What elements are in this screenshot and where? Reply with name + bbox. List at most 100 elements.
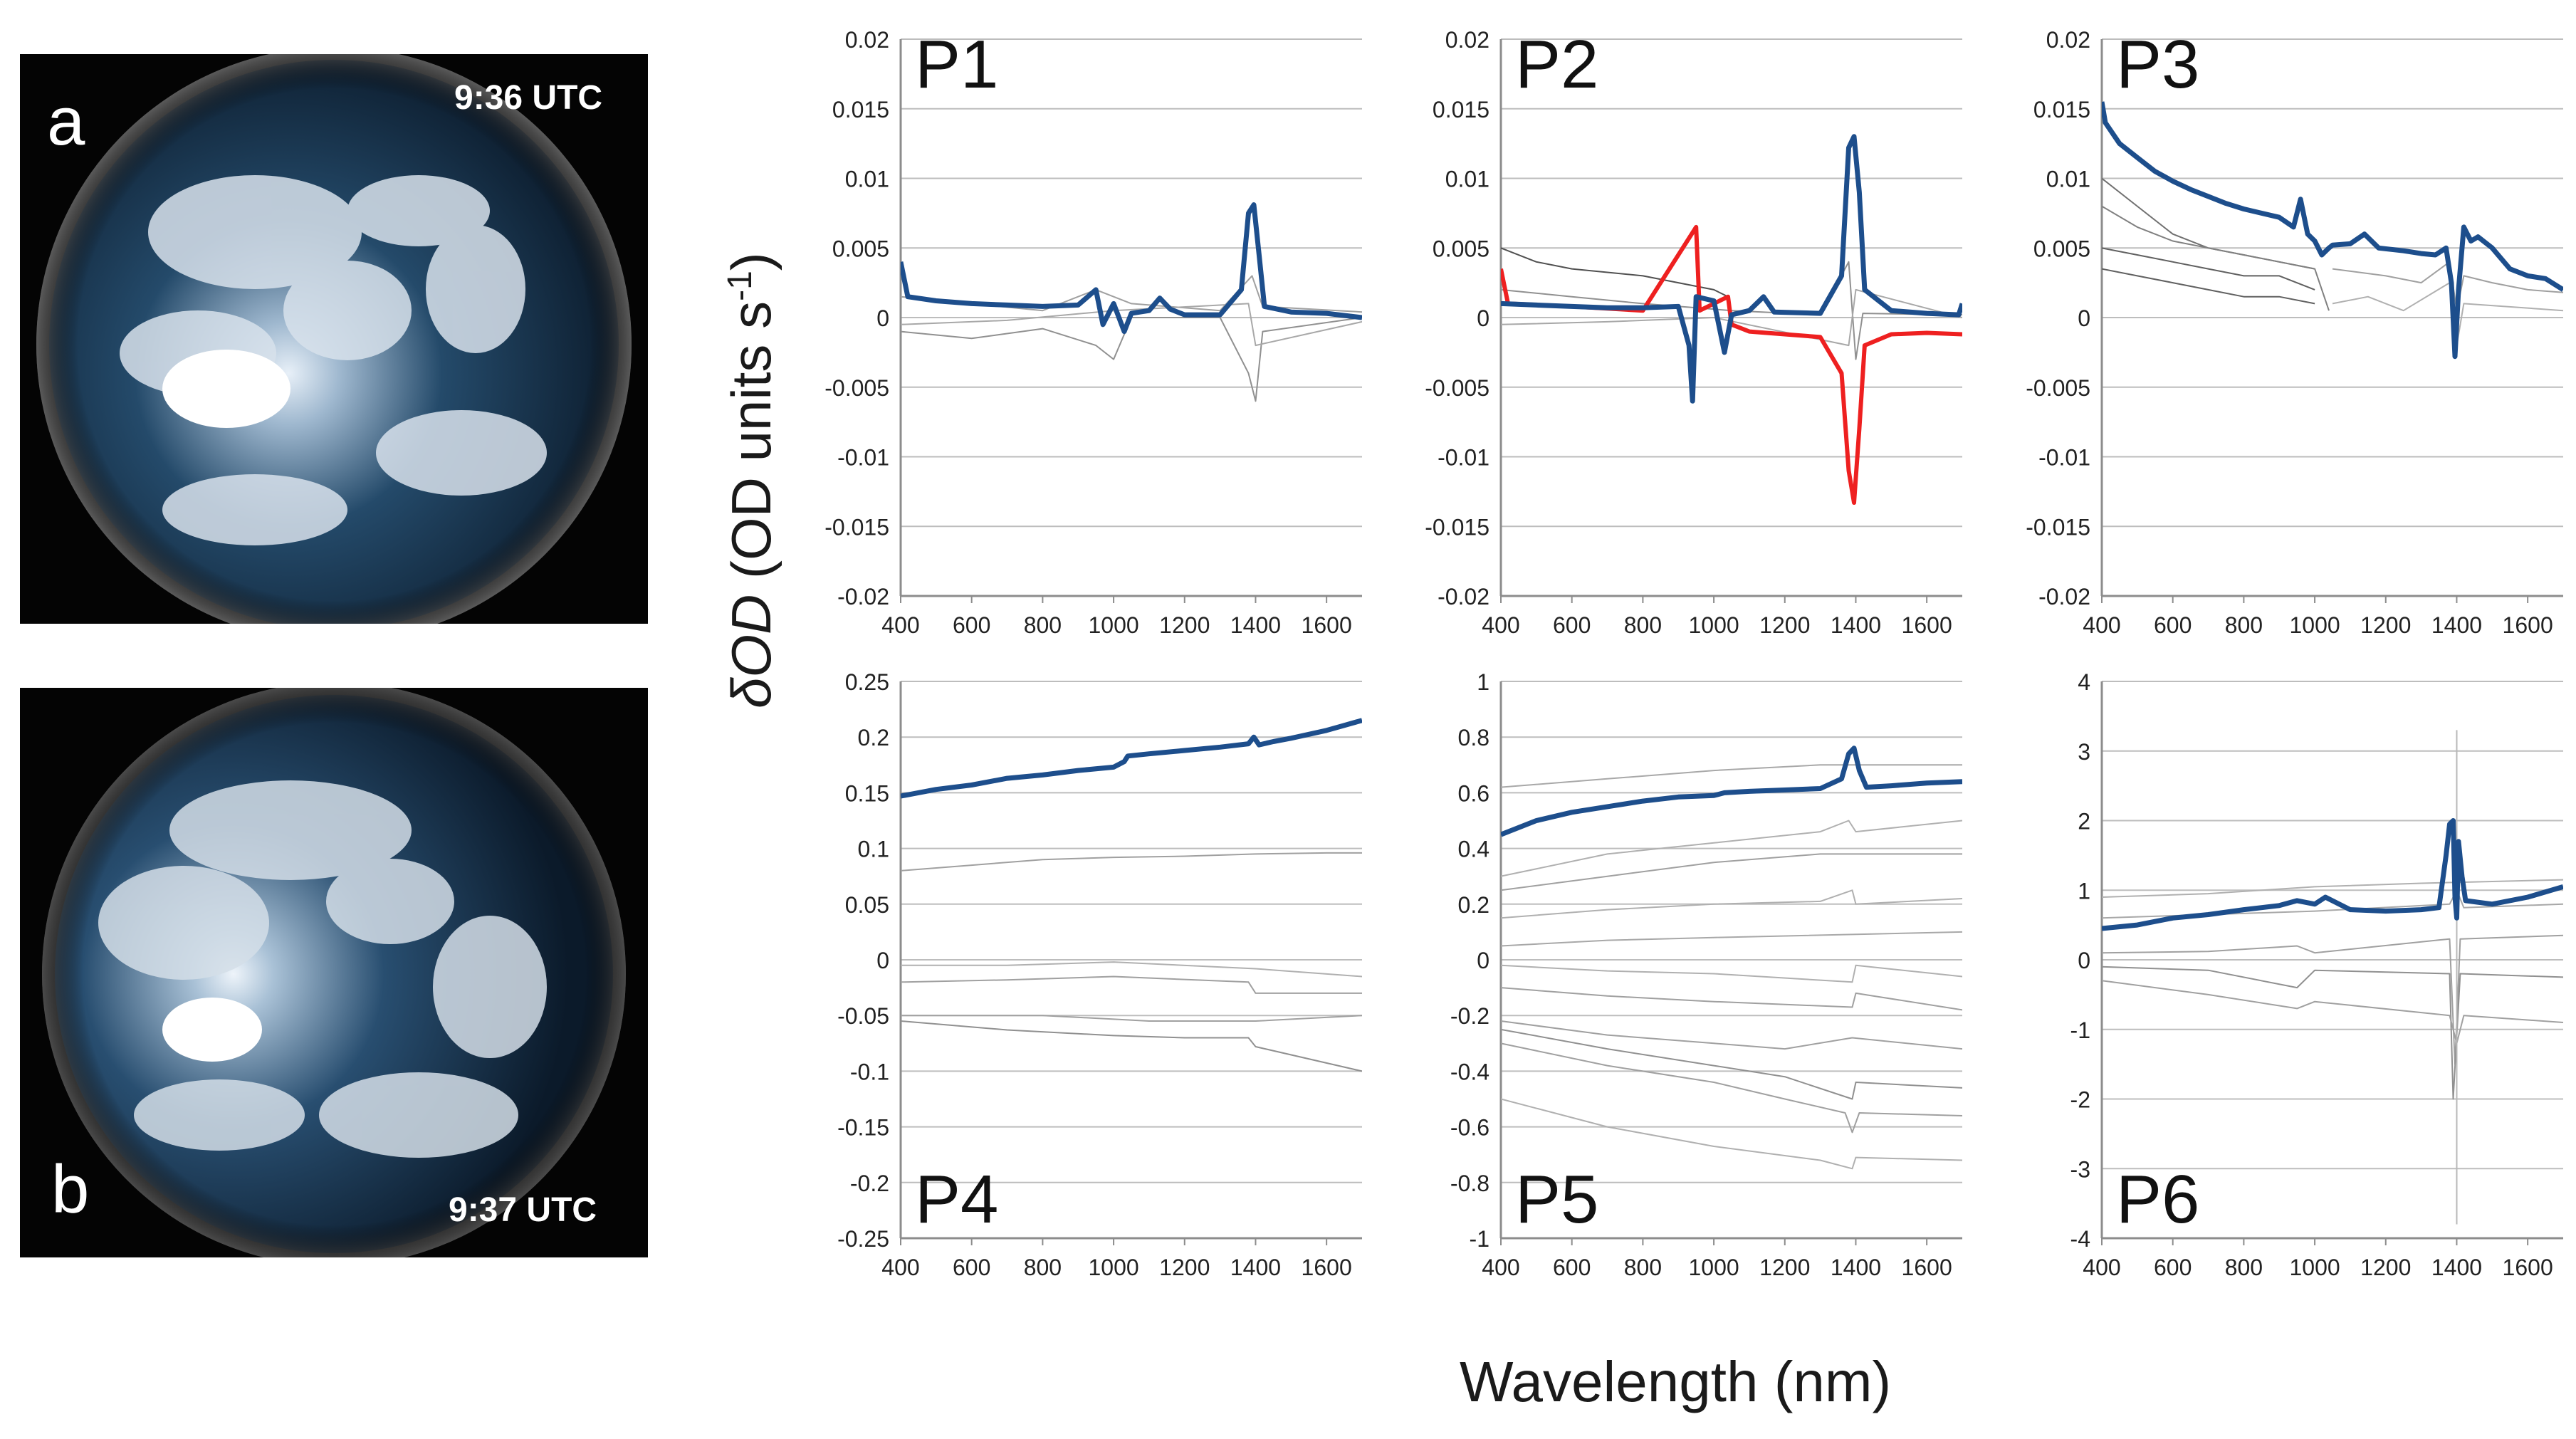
y-tick-label: 0.01 [1445, 167, 1489, 192]
x-tick-label: 800 [1024, 1255, 1062, 1280]
y-tick-label: 0.8 [1458, 725, 1489, 750]
y-tick-label: 0 [1477, 305, 1489, 331]
x-tick-label: 1400 [1831, 1255, 1881, 1280]
y-tick-label: -0.4 [1450, 1059, 1489, 1084]
series-line-grey [2102, 247, 2315, 291]
y-tick-label: 0 [1477, 948, 1489, 973]
y-tick-label: 0.6 [1458, 780, 1489, 806]
y-tick-label: -0.005 [1425, 375, 1489, 401]
y-tick-label: 0 [2078, 305, 2090, 331]
series-line-grey [901, 852, 1362, 872]
x-tick-label: 1000 [2289, 1255, 2340, 1280]
y-tick-label: 0 [2078, 948, 2090, 973]
x-tick-label: 1400 [1230, 612, 1281, 638]
y-tick-label: 0.02 [1445, 27, 1489, 53]
y-tick-label: 0.005 [1433, 236, 1489, 261]
y-tick-label: -2 [2070, 1087, 2090, 1113]
y-tick-label: -0.2 [850, 1171, 889, 1196]
series-group [2102, 730, 2563, 1225]
y-tick-label: 0.02 [2046, 27, 2090, 53]
x-tick-label: 1400 [2431, 612, 2482, 638]
series-line-grey [2102, 980, 2563, 1045]
y-tick-label: -0.8 [1450, 1171, 1489, 1196]
x-axis-title: Wavelength (nm) [1460, 1350, 1892, 1413]
y-tick-label: 4 [2078, 669, 2090, 695]
series-line-red [1501, 224, 1962, 505]
x-tick-label: 1200 [1759, 612, 1810, 638]
panel-title: P6 [2116, 1161, 2199, 1237]
series-line-highlight [1501, 745, 1962, 837]
y-tick-label: 0.015 [2033, 97, 2090, 122]
y-tick-label: 1 [2078, 878, 2090, 904]
x-tick-label: 600 [2154, 612, 2192, 638]
y-tick-label: -0.02 [1438, 584, 1489, 609]
x-tick-label: 400 [1482, 1255, 1519, 1280]
y-tick-label: 2 [2078, 809, 2090, 834]
y-tick-label: 0.4 [1458, 837, 1489, 862]
x-tick-label: 1600 [1902, 612, 1952, 638]
y-tick-label: -1 [1470, 1226, 1489, 1252]
series-group [1501, 134, 1962, 505]
x-tick-label: 1000 [1688, 1255, 1739, 1280]
x-tick-label: 1400 [1230, 1255, 1281, 1280]
y-tick-label: -0.015 [2026, 514, 2090, 540]
panel-letter-a: a [47, 83, 85, 159]
series-line-grey [1501, 889, 1962, 919]
x-tick-label: 1600 [1302, 612, 1352, 638]
y-tick-label: -0.25 [837, 1226, 889, 1252]
series-line-highlight [2102, 818, 2563, 931]
y-tick-label: 0.05 [845, 892, 889, 918]
panel-title: P5 [1515, 1161, 1598, 1237]
panel-title: P1 [915, 26, 998, 103]
chart-panel-p6: -4 -3 -2 -1 0 1 2 3 4 400 600 800 1000 1200 1400 1600 P6 [2070, 669, 2563, 1280]
x-tick-label: 1200 [1159, 612, 1210, 638]
y-tick-label: -3 [2070, 1156, 2090, 1182]
y-tick-label: 3 [2078, 739, 2090, 765]
y-tick-label: -0.6 [1450, 1115, 1489, 1141]
series-line-grey [1501, 931, 1962, 947]
series-line-grey [2102, 934, 2563, 1065]
series-line-grey [1501, 964, 1962, 983]
y-tick-label: 0.2 [1458, 892, 1489, 918]
x-tick-label: 1400 [2431, 1255, 2482, 1280]
series-line-grey [901, 275, 1362, 313]
y-tick-label: -0.05 [837, 1003, 889, 1029]
x-tick-label: 800 [2225, 1255, 2263, 1280]
x-tick-label: 800 [1624, 612, 1662, 638]
y-axis-symbol: δOD [720, 594, 782, 708]
series-line-highlight [901, 202, 1362, 335]
timestamp-a: 9:36 UTC [454, 79, 603, 117]
timestamp-b: 9:37 UTC [449, 1191, 597, 1229]
panel-title: P3 [2116, 26, 2199, 103]
y-tick-label: -0.015 [1425, 514, 1489, 540]
series-line-grey [901, 317, 1362, 402]
series-line-grey [1501, 1020, 1962, 1050]
x-tick-label: 800 [1024, 612, 1062, 638]
x-tick-label: 1000 [2289, 612, 2340, 638]
y-tick-label: -0.005 [2026, 375, 2090, 401]
series-line-grey [901, 303, 1362, 347]
chart-panel-p1: -0.02 -0.015 -0.01 -0.005 0 0.005 0.01 0.015 0.0… [824, 26, 1362, 638]
x-tick-label: 1000 [1688, 612, 1739, 638]
y-tick-label: 0.005 [832, 236, 889, 261]
y-axis-title: δOD (OD units s-1) [719, 252, 784, 708]
series-line-grey [1501, 247, 1729, 298]
y-tick-label: -0.005 [824, 375, 889, 401]
series-line-grey [1501, 1028, 1962, 1100]
series-group [1501, 745, 1962, 1170]
x-tick-label: 400 [881, 612, 919, 638]
y-tick-label: -0.015 [824, 514, 889, 540]
x-tick-label: 1200 [1759, 1255, 1810, 1280]
y-tick-label: 0.1 [858, 837, 889, 862]
series-line-grey [901, 1020, 1362, 1072]
x-tick-label: 1200 [2360, 1255, 2411, 1280]
y-tick-label: 0.01 [845, 167, 889, 192]
y-tick-label: 0.005 [2033, 236, 2090, 261]
x-tick-label: 400 [1482, 612, 1519, 638]
series-line-grey [901, 1015, 1362, 1022]
x-tick-label: 1200 [1159, 1255, 1210, 1280]
y-tick-label: 0.015 [1433, 97, 1489, 122]
y-tick-label: -0.2 [1450, 1003, 1489, 1029]
